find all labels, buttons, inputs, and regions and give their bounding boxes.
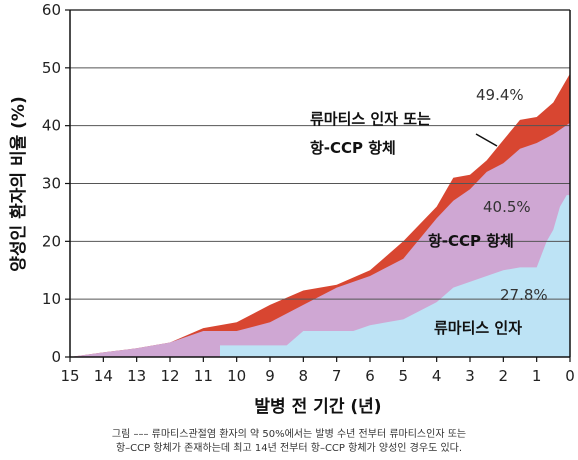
y-tick-label-20: 20 xyxy=(42,232,61,250)
x-tick-label-5: 5 xyxy=(399,367,409,385)
axes xyxy=(65,9,571,362)
x-tick-label-1: 1 xyxy=(532,367,542,385)
either-pointer-line xyxy=(475,133,498,147)
x-tick-label-7: 7 xyxy=(332,367,342,385)
x-axis-title: 발병 전 기간 (년) xyxy=(254,397,381,417)
y-tick-label-50: 50 xyxy=(42,59,61,77)
y-axis-title: 양성인 환자의 비율 (%) xyxy=(9,96,29,271)
x-tick-label-15: 15 xyxy=(60,367,79,385)
caption-line-1: 그림 ––– 류마티스관절염 환자의 약 50%에서는 발병 수년 전부터 류마… xyxy=(111,429,467,440)
x-tick-label-2: 2 xyxy=(499,367,509,385)
x-tick-label-10: 10 xyxy=(227,367,246,385)
x-tick-label-11: 11 xyxy=(194,367,213,385)
y-tick-label-60: 60 xyxy=(42,1,61,19)
x-tick-label-0: 0 xyxy=(565,367,575,385)
rf-series-label: 류마티스 인자 xyxy=(434,319,522,337)
y-tick-label-40: 40 xyxy=(42,117,61,135)
x-tick-label-12: 12 xyxy=(160,367,179,385)
anti-ccp-series-label: 항-CCP 항체 xyxy=(428,232,514,250)
x-tick-label-6: 6 xyxy=(365,367,375,385)
y-tick-label-10: 10 xyxy=(42,290,61,308)
x-tick-label-13: 13 xyxy=(127,367,146,385)
series-layer xyxy=(70,73,570,357)
either-percent-label: 49.4% xyxy=(476,86,524,104)
rf-percent-label: 27.8% xyxy=(500,286,548,304)
x-tick-label-14: 14 xyxy=(94,367,113,385)
x-tick-label-8: 8 xyxy=(299,367,309,385)
rf-area xyxy=(220,195,570,357)
x-tick-label-3: 3 xyxy=(465,367,475,385)
y-tick-label-0: 0 xyxy=(51,348,61,366)
x-tick-label-9: 9 xyxy=(265,367,275,385)
anti-ccp-percent-label: 40.5% xyxy=(483,198,531,216)
caption-line-2: 항–CCP 항체가 존재하는데 최고 14년 전부터 항–CCP 항체가 양성인… xyxy=(115,443,463,454)
y-tick-label-30: 30 xyxy=(42,175,61,193)
x-tick-label-4: 4 xyxy=(432,367,442,385)
figure-caption: 그림 ––– 류마티스관절염 환자의 약 50%에서는 발병 수년 전부터 류마… xyxy=(0,428,578,456)
either-label-line1: 류마티스 인자 또는 xyxy=(310,110,431,128)
either-label-line2: 항-CCP 항체 xyxy=(310,139,396,157)
